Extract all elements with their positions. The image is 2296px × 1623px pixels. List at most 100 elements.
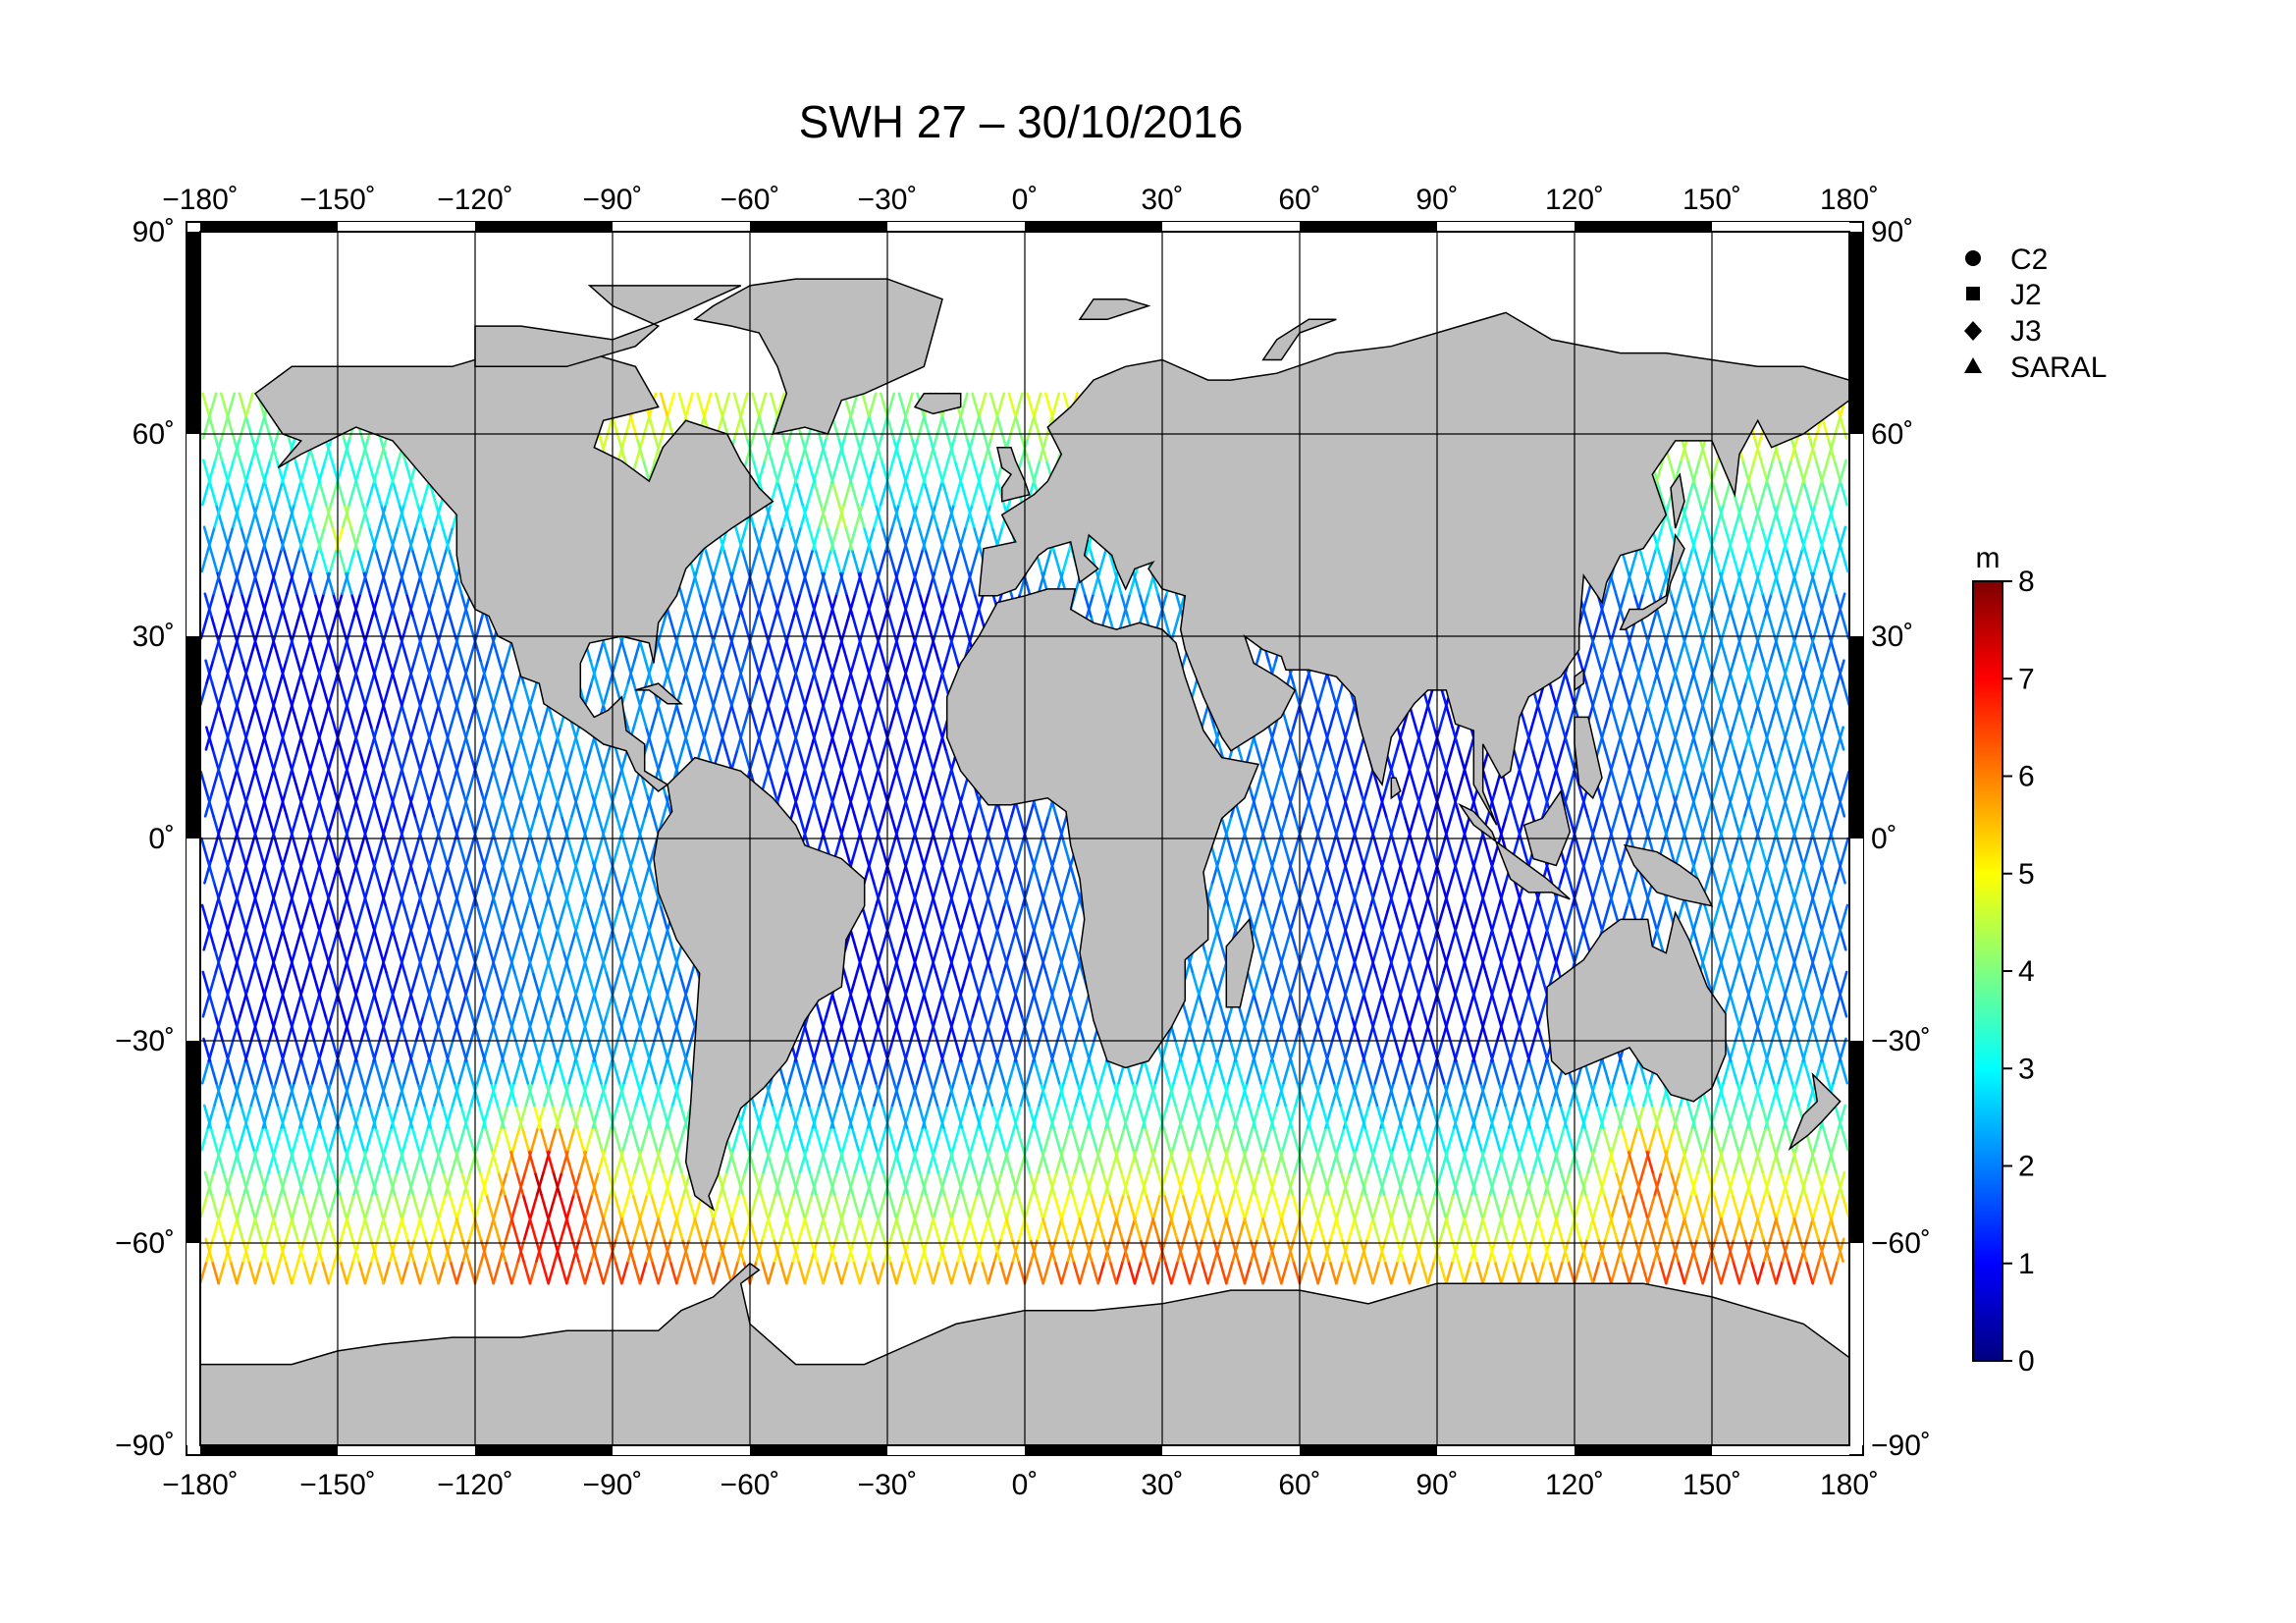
track-segment	[1057, 1081, 1067, 1108]
track-segment	[962, 1260, 972, 1285]
track-segment	[1077, 1215, 1088, 1241]
track-segment	[739, 392, 749, 417]
track-segment	[423, 592, 433, 618]
track-segment	[208, 481, 218, 507]
track-segment	[734, 525, 744, 551]
track-segment	[302, 1260, 312, 1285]
track-segment	[254, 1193, 264, 1218]
track-segment	[1813, 903, 1823, 929]
track-segment	[960, 1059, 970, 1085]
track-segment	[595, 770, 605, 795]
track-segment	[849, 481, 859, 507]
track-segment	[880, 993, 889, 1018]
track-segment	[1134, 1193, 1144, 1218]
track-segment	[1000, 882, 1010, 907]
track-segment	[318, 970, 328, 996]
track-segment	[465, 903, 475, 929]
track-segment	[885, 970, 895, 996]
track-segment	[252, 1215, 263, 1241]
track-segment	[1170, 615, 1181, 640]
track-segment	[638, 703, 648, 730]
track-segment	[1129, 1081, 1139, 1108]
track-segment	[942, 770, 953, 795]
track-segment	[674, 636, 684, 663]
track-segment	[1832, 970, 1842, 996]
track-segment	[305, 947, 315, 974]
track-segment	[928, 1081, 937, 1108]
track-segment	[868, 481, 878, 507]
track-segment	[929, 1014, 938, 1041]
track-segment	[490, 1081, 500, 1108]
track-segment	[922, 926, 932, 951]
track-segment	[364, 770, 374, 795]
track-segment	[1693, 615, 1704, 640]
track-segment	[375, 1260, 385, 1285]
track-segment	[667, 1126, 677, 1152]
track-segment	[494, 903, 504, 929]
track-segment	[632, 681, 642, 707]
track-segment	[1840, 1126, 1849, 1152]
track-segment	[385, 970, 395, 996]
track-segment	[825, 459, 834, 484]
track-segment	[369, 726, 380, 751]
track-segment	[307, 1215, 318, 1241]
track-segment	[938, 592, 948, 618]
track-segment	[434, 1014, 444, 1041]
track-segment	[616, 947, 626, 974]
track-segment	[410, 837, 420, 862]
track-segment	[377, 815, 387, 840]
track-segment	[381, 636, 391, 663]
track-segment	[647, 993, 658, 1018]
track-segment	[547, 703, 557, 730]
track-segment	[1766, 548, 1776, 573]
track-segment	[622, 993, 633, 1018]
track-segment	[483, 1059, 493, 1085]
track-segment	[912, 1148, 922, 1174]
track-segment	[801, 503, 811, 529]
track-segment	[1041, 1215, 1050, 1241]
track-segment	[970, 548, 980, 573]
track-segment	[919, 726, 930, 751]
track-segment	[1152, 1193, 1162, 1218]
track-segment	[639, 1193, 649, 1218]
track-segment	[530, 903, 540, 929]
track-segment	[309, 1193, 319, 1218]
track-segment	[849, 970, 859, 996]
track-segment	[1241, 882, 1251, 907]
track-segment	[345, 703, 354, 730]
track-segment	[461, 726, 471, 751]
track-segment	[580, 1014, 590, 1041]
track-segment	[732, 392, 742, 417]
track-segment	[684, 970, 694, 996]
track-segment	[473, 1260, 483, 1285]
track-segment	[741, 615, 751, 640]
track-segment	[561, 882, 570, 907]
track-segment	[1255, 770, 1264, 795]
track-segment	[457, 993, 468, 1018]
track-segment	[387, 792, 397, 818]
track-segment	[906, 1193, 916, 1218]
track-segment	[778, 703, 788, 730]
track-segment	[860, 1059, 870, 1085]
track-segment	[722, 1193, 732, 1218]
track-segment	[997, 1193, 1007, 1218]
track-segment	[354, 970, 364, 996]
track-segment	[407, 1170, 417, 1196]
track-segment	[547, 1260, 557, 1285]
track-segment	[509, 703, 519, 730]
track-segment	[524, 1081, 534, 1108]
track-segment	[938, 1170, 948, 1196]
track-segment	[1190, 1059, 1200, 1085]
track-segment	[579, 1081, 589, 1108]
track-segment	[967, 1148, 977, 1174]
track-segment	[823, 1126, 832, 1152]
track-segment	[875, 569, 884, 596]
track-segment	[603, 1126, 613, 1152]
track-segment	[415, 947, 425, 974]
track-segment	[1759, 970, 1769, 996]
track-segment	[222, 592, 232, 618]
track-segment	[640, 1059, 650, 1085]
track-segment	[964, 882, 974, 907]
track-segment	[399, 1148, 408, 1174]
track-segment	[934, 548, 943, 573]
